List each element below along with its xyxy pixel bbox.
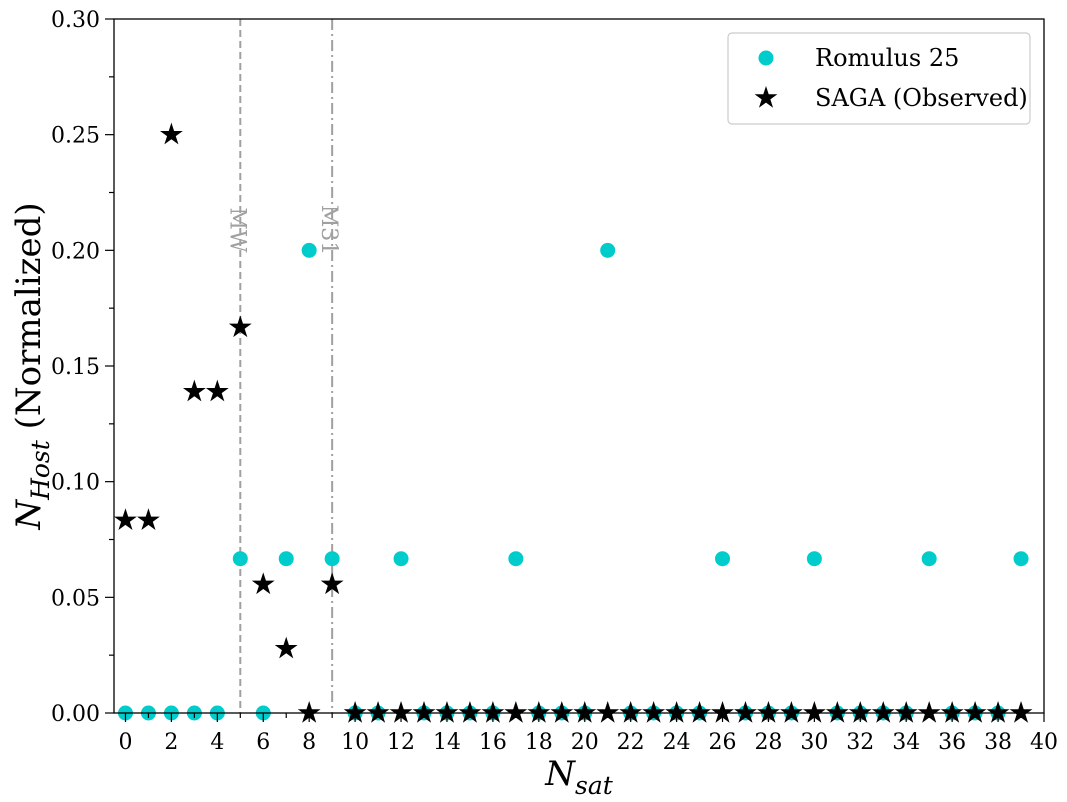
point-saga-25	[688, 701, 711, 723]
legend-marker-saga	[754, 86, 778, 108]
legend-box	[727, 32, 1031, 125]
point-saga-33	[871, 701, 895, 723]
point-romulus-7	[278, 551, 294, 567]
x-axis-ticks: 0 2 4 6 8 10 12 14 16 18 20 22 24 26 28 30 32 34 36 38 40	[118, 713, 1058, 755]
y-tick-label: 0.25	[51, 124, 100, 149]
point-saga-3	[182, 379, 206, 402]
point-saga-16	[481, 701, 505, 723]
y-tick-label: 0.05	[51, 586, 100, 611]
point-romulus-35	[921, 551, 937, 567]
x-tick-label: 28	[754, 730, 782, 755]
x-tick-label: 22	[617, 730, 645, 755]
data-points	[114, 122, 1033, 723]
x-tick-label: 34	[892, 730, 920, 755]
y-tick-label: 0.15	[51, 355, 100, 380]
vline-label-mw: MW	[224, 207, 249, 253]
x-axis-label: Nsat	[544, 754, 613, 800]
y-tick-label: 0.10	[51, 471, 100, 496]
point-romulus-39	[1013, 551, 1029, 567]
x-tick-label: 10	[341, 730, 369, 755]
point-saga-19	[550, 701, 574, 723]
point-saga-8	[297, 701, 321, 723]
y-axis-label: NHost (Normalized)	[9, 202, 55, 530]
point-saga-39	[1009, 701, 1033, 723]
point-romulus-8	[301, 242, 317, 258]
point-saga-15	[458, 701, 482, 723]
point-saga-38	[986, 701, 1010, 723]
x-tick-label: 8	[302, 730, 316, 755]
x-tick-label: 24	[663, 730, 691, 755]
legend: Romulus 25 SAGA (Observed)	[727, 32, 1031, 125]
point-romulus-9	[324, 551, 340, 567]
point-saga-36	[940, 701, 964, 723]
point-saga-34	[894, 701, 918, 723]
x-tick-label: 40	[1030, 730, 1058, 755]
point-saga-37	[963, 701, 987, 723]
point-saga-2	[159, 122, 183, 145]
point-saga-10	[343, 701, 367, 723]
point-saga-0	[114, 508, 137, 531]
point-saga-23	[642, 701, 666, 723]
y-tick-label: 0.00	[51, 702, 100, 727]
point-saga-31	[825, 701, 849, 723]
point-saga-26	[711, 701, 734, 723]
point-saga-20	[573, 701, 597, 723]
point-saga-13	[412, 701, 436, 723]
y-tick-label: 0.20	[51, 239, 100, 264]
point-romulus-17	[508, 551, 524, 567]
legend-label-romulus: Romulus 25	[815, 44, 959, 72]
legend-marker-romulus	[758, 50, 774, 66]
point-saga-9	[320, 572, 344, 595]
point-saga-11	[366, 701, 390, 723]
x-tick-label: 0	[118, 730, 132, 755]
x-tick-label: 20	[571, 730, 599, 755]
point-saga-12	[389, 701, 413, 723]
x-tick-label: 2	[164, 730, 178, 755]
point-saga-7	[274, 636, 298, 659]
x-tick-label: 38	[984, 730, 1012, 755]
vline-label-m31: M31	[316, 205, 341, 256]
point-saga-14	[435, 701, 459, 723]
point-saga-6	[251, 572, 275, 595]
reference-lines: MW M31	[224, 19, 341, 713]
point-saga-30	[802, 701, 826, 723]
point-romulus-26	[715, 551, 731, 567]
x-tick-label: 6	[256, 730, 270, 755]
point-saga-21	[596, 701, 620, 723]
point-saga-27	[734, 701, 757, 723]
x-tick-label: 26	[709, 730, 737, 755]
point-romulus-12	[393, 551, 409, 567]
y-axis-ticks: 0.00 0.05 0.10 0.15 0.20 0.25 0.30	[51, 8, 114, 727]
x-tick-label: 12	[387, 730, 415, 755]
point-saga-5	[228, 315, 252, 338]
x-tick-label: 14	[433, 730, 461, 755]
point-saga-22	[619, 701, 643, 723]
point-saga-17	[504, 701, 528, 723]
x-tick-label: 36	[938, 730, 966, 755]
point-saga-32	[848, 701, 872, 723]
legend-label-saga: SAGA (Observed)	[815, 84, 1028, 112]
x-tick-label: 18	[525, 730, 553, 755]
point-romulus-21	[600, 242, 616, 258]
point-saga-29	[779, 701, 803, 723]
point-saga-24	[665, 701, 689, 723]
x-tick-label: 32	[846, 730, 874, 755]
y-tick-label: 0.30	[51, 8, 100, 33]
x-tick-label: 30	[800, 730, 828, 755]
x-tick-label: 16	[479, 730, 507, 755]
point-saga-28	[757, 701, 780, 723]
point-romulus-5	[232, 551, 248, 567]
point-saga-18	[527, 701, 551, 723]
point-saga-35	[917, 701, 941, 723]
point-saga-1	[137, 508, 160, 531]
point-saga-4	[205, 379, 229, 402]
point-romulus-30	[806, 551, 822, 567]
x-tick-label: 4	[210, 730, 224, 755]
